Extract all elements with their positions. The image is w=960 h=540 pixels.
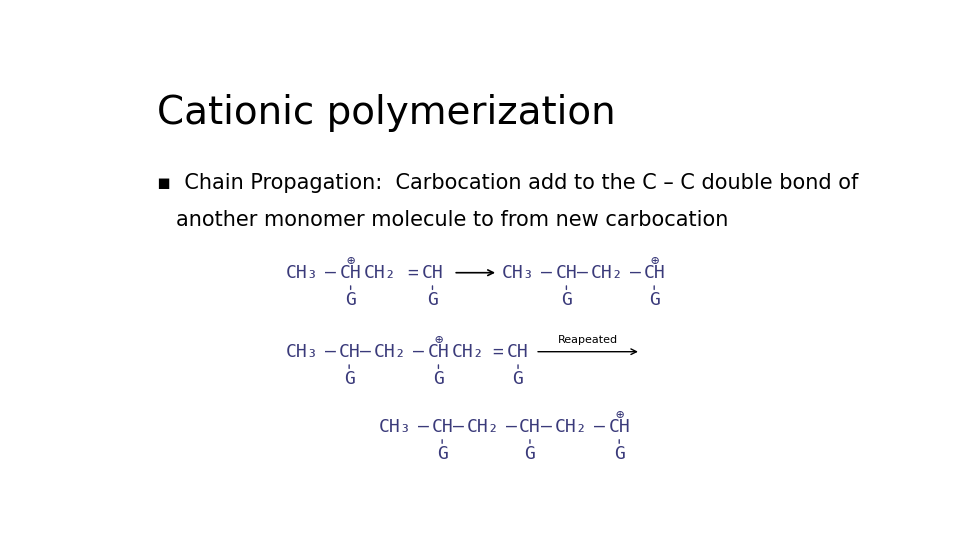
Text: G: G — [346, 291, 356, 309]
Text: CH₂: CH₂ — [452, 343, 485, 361]
Text: G: G — [427, 291, 438, 309]
Text: CH₂: CH₂ — [373, 343, 406, 361]
Text: –: – — [540, 264, 552, 282]
Text: CH: CH — [556, 264, 577, 282]
Text: ⊕: ⊕ — [347, 254, 355, 268]
Text: ⊕: ⊕ — [615, 408, 623, 422]
Text: –: – — [630, 264, 641, 282]
Text: CH₂: CH₂ — [555, 417, 588, 436]
Text: CH: CH — [519, 417, 540, 436]
Text: CH₃: CH₃ — [379, 417, 412, 436]
Text: CH: CH — [427, 343, 449, 361]
Text: G: G — [524, 444, 536, 463]
Text: CH₂: CH₂ — [467, 417, 499, 436]
Text: CH: CH — [431, 417, 453, 436]
Text: –: – — [360, 343, 371, 361]
Text: =: = — [492, 343, 503, 361]
Text: –: – — [506, 417, 516, 436]
Text: CH₃: CH₃ — [286, 264, 319, 282]
Text: G: G — [433, 370, 444, 388]
Text: –: – — [413, 343, 423, 361]
Text: CH: CH — [340, 264, 362, 282]
Text: –: – — [453, 417, 464, 436]
Text: G: G — [649, 291, 660, 309]
Text: G: G — [613, 444, 625, 463]
Text: –: – — [325, 343, 336, 361]
Text: G: G — [513, 370, 523, 388]
Text: –: – — [419, 417, 429, 436]
Text: Cationic polymerization: Cationic polymerization — [157, 94, 615, 132]
Text: =: = — [407, 264, 418, 282]
Text: CH₃: CH₃ — [286, 343, 319, 361]
Text: CH₃: CH₃ — [502, 264, 535, 282]
Text: G: G — [561, 291, 572, 309]
Text: another monomer molecule to from new carbocation: another monomer molecule to from new car… — [176, 210, 729, 231]
Text: –: – — [540, 417, 552, 436]
Text: CH: CH — [507, 343, 529, 361]
Text: CH: CH — [338, 343, 360, 361]
Text: CH₂: CH₂ — [591, 264, 624, 282]
Text: ▪  Chain Propagation:  Carbocation add to the C – C double bond of: ▪ Chain Propagation: Carbocation add to … — [157, 173, 858, 193]
Text: Reapeated: Reapeated — [558, 335, 618, 345]
Text: CH: CH — [643, 264, 665, 282]
Text: CH₂: CH₂ — [364, 264, 396, 282]
Text: ⊕: ⊕ — [650, 254, 659, 268]
Text: G: G — [437, 444, 447, 463]
Text: G: G — [344, 370, 354, 388]
Text: CH: CH — [609, 417, 630, 436]
Text: –: – — [593, 417, 605, 436]
Text: ⊕: ⊕ — [434, 333, 443, 347]
Text: –: – — [577, 264, 588, 282]
Text: –: – — [325, 264, 336, 282]
Text: CH: CH — [421, 264, 444, 282]
